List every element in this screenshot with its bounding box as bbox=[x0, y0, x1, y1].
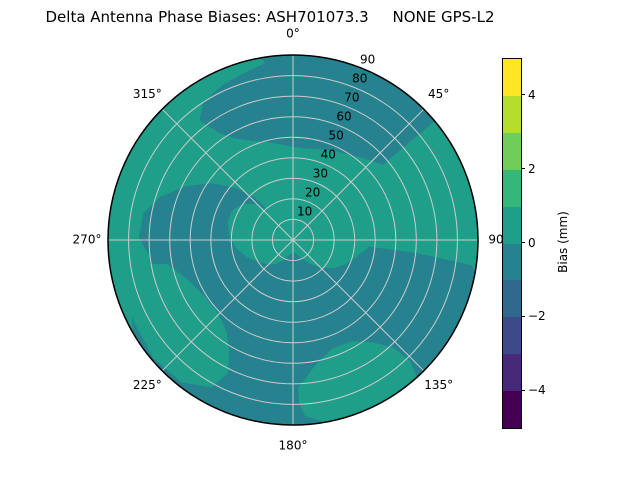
colorbar-tick-mark bbox=[521, 242, 525, 243]
angle-tick-label: 225° bbox=[133, 378, 162, 392]
angle-tick-label: 135° bbox=[424, 378, 453, 392]
angle-tick-label: 270° bbox=[73, 233, 102, 247]
angle-tick-label: 315° bbox=[133, 87, 162, 101]
colorbar-segment bbox=[503, 280, 521, 318]
colorbar-segment bbox=[503, 391, 521, 429]
radial-tick-label: 20 bbox=[305, 185, 320, 199]
radial-tick-label: 30 bbox=[313, 166, 328, 180]
colorbar-tick-label: −4 bbox=[528, 383, 546, 398]
contour-region-light bbox=[131, 263, 230, 388]
contour-region-light bbox=[298, 341, 417, 423]
colorbar-tick-label: −2 bbox=[528, 309, 546, 324]
colorbar-tick-mark bbox=[521, 315, 525, 317]
colorbar bbox=[502, 58, 522, 429]
radial-tick-label: 40 bbox=[321, 147, 336, 161]
figure-title: Delta Antenna Phase Biases: ASH701073.3 … bbox=[45, 8, 495, 26]
radial-tick-label: 80 bbox=[352, 71, 367, 85]
colorbar-tick-label: 4 bbox=[528, 87, 536, 102]
angle-tick-label: 45° bbox=[428, 87, 449, 101]
radial-tick-label: 50 bbox=[329, 128, 344, 142]
grid-spoke bbox=[161, 108, 294, 241]
colorbar-tick-mark bbox=[521, 389, 525, 391]
colorbar-segment bbox=[503, 169, 521, 207]
grid-spoke bbox=[292, 108, 425, 241]
colorbar-segment bbox=[503, 59, 521, 96]
contour-region-light bbox=[108, 57, 265, 283]
colorbar-tick-label: 2 bbox=[528, 161, 536, 176]
radial-tick-label: 70 bbox=[344, 90, 359, 104]
angle-tick-label: 180° bbox=[279, 439, 308, 453]
contour-regions bbox=[108, 55, 476, 425]
radial-tick-label: 10 bbox=[297, 204, 312, 218]
contour-region-dark bbox=[199, 55, 435, 165]
colorbar-segment bbox=[503, 132, 521, 170]
dish-boundary bbox=[107, 54, 479, 426]
colorbar-segment bbox=[503, 354, 521, 392]
radial-tick-label: 60 bbox=[336, 109, 351, 123]
colorbar-tick-label: 0 bbox=[528, 235, 536, 250]
colorbar-tick-mark bbox=[521, 94, 525, 96]
grid-spoke bbox=[292, 239, 425, 372]
colorbar-segment bbox=[503, 243, 521, 281]
colorbar-axis-label: Bias (mm) bbox=[556, 211, 570, 273]
colorbar-segment bbox=[503, 95, 521, 133]
grid-spoke bbox=[161, 239, 294, 372]
radial-tick-label: 90 bbox=[360, 52, 375, 66]
colorbar-tick-mark bbox=[521, 168, 525, 170]
colorbar-segment bbox=[503, 317, 521, 355]
angle-tick-label: 0° bbox=[286, 27, 300, 41]
colorbar-segment bbox=[503, 206, 521, 244]
